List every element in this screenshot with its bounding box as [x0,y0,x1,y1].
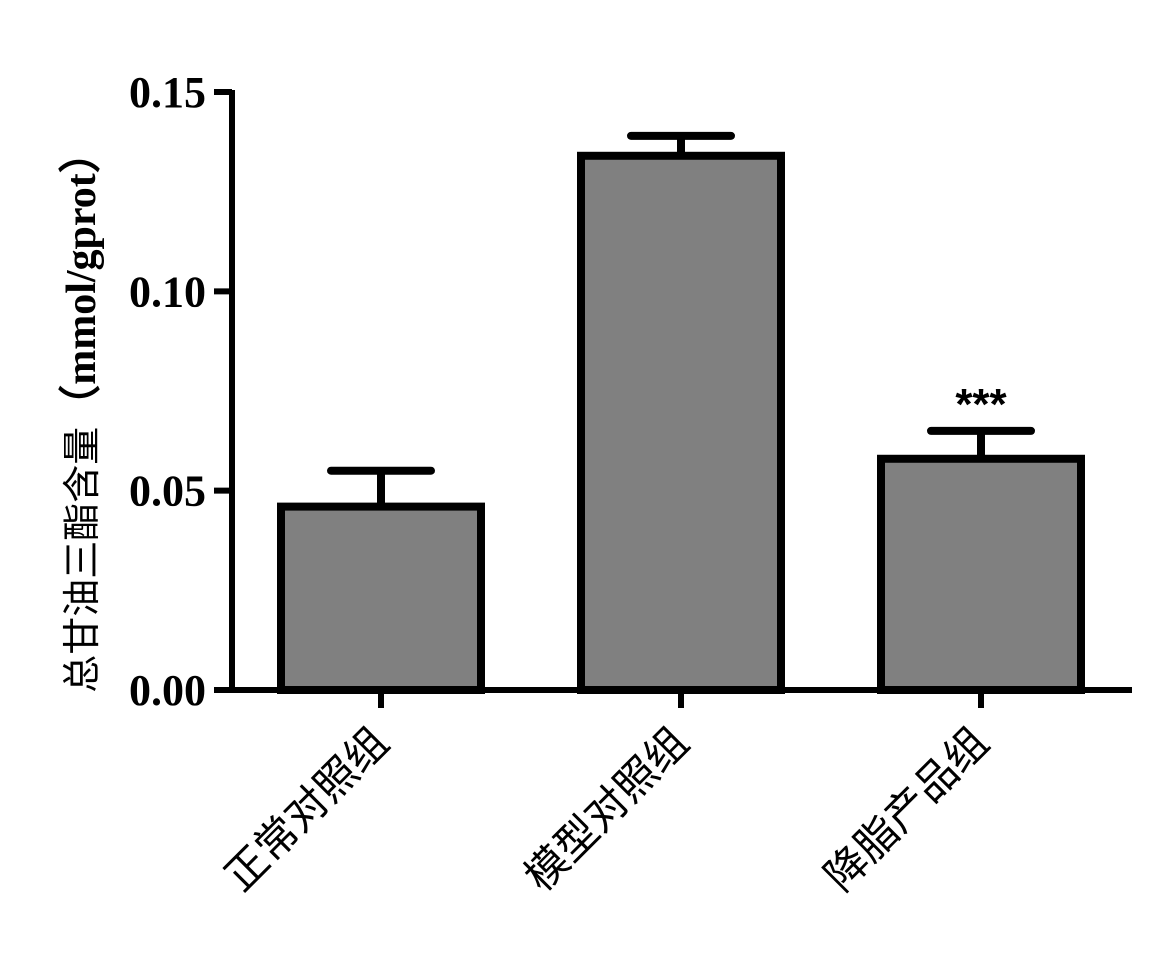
bar-2 [577,151,785,694]
x-category-label-3: 降脂产品组 [815,717,998,900]
bar-3 [877,454,1085,695]
y-axis-title: 总甘油三酯含量（mmol/gprot） [58,131,105,693]
y-tick-label-0: 0.00 [129,666,206,715]
y-axis-title-main: 总甘油三酯含量 [60,427,104,693]
y-tick-label-3: 0.15 [129,68,206,117]
significance-label-3: *** [955,380,1007,429]
labels-layer: *** 0.00 0.05 0.10 0.15 正常对照组 模型对照组 降脂产品组 总甘油三酯含… [58,68,1008,901]
y-tick-label-2: 0.10 [129,267,206,316]
bar-1 [277,502,485,695]
x-category-label-1: 正常对照组 [215,717,398,900]
x-category-label-2: 模型对照组 [515,717,698,900]
axes-layer [214,89,1132,708]
y-tick-label-1: 0.05 [129,467,206,516]
y-axis-title-unit: （mmol/gprot） [58,131,105,427]
error-bars-layer [327,131,1035,507]
